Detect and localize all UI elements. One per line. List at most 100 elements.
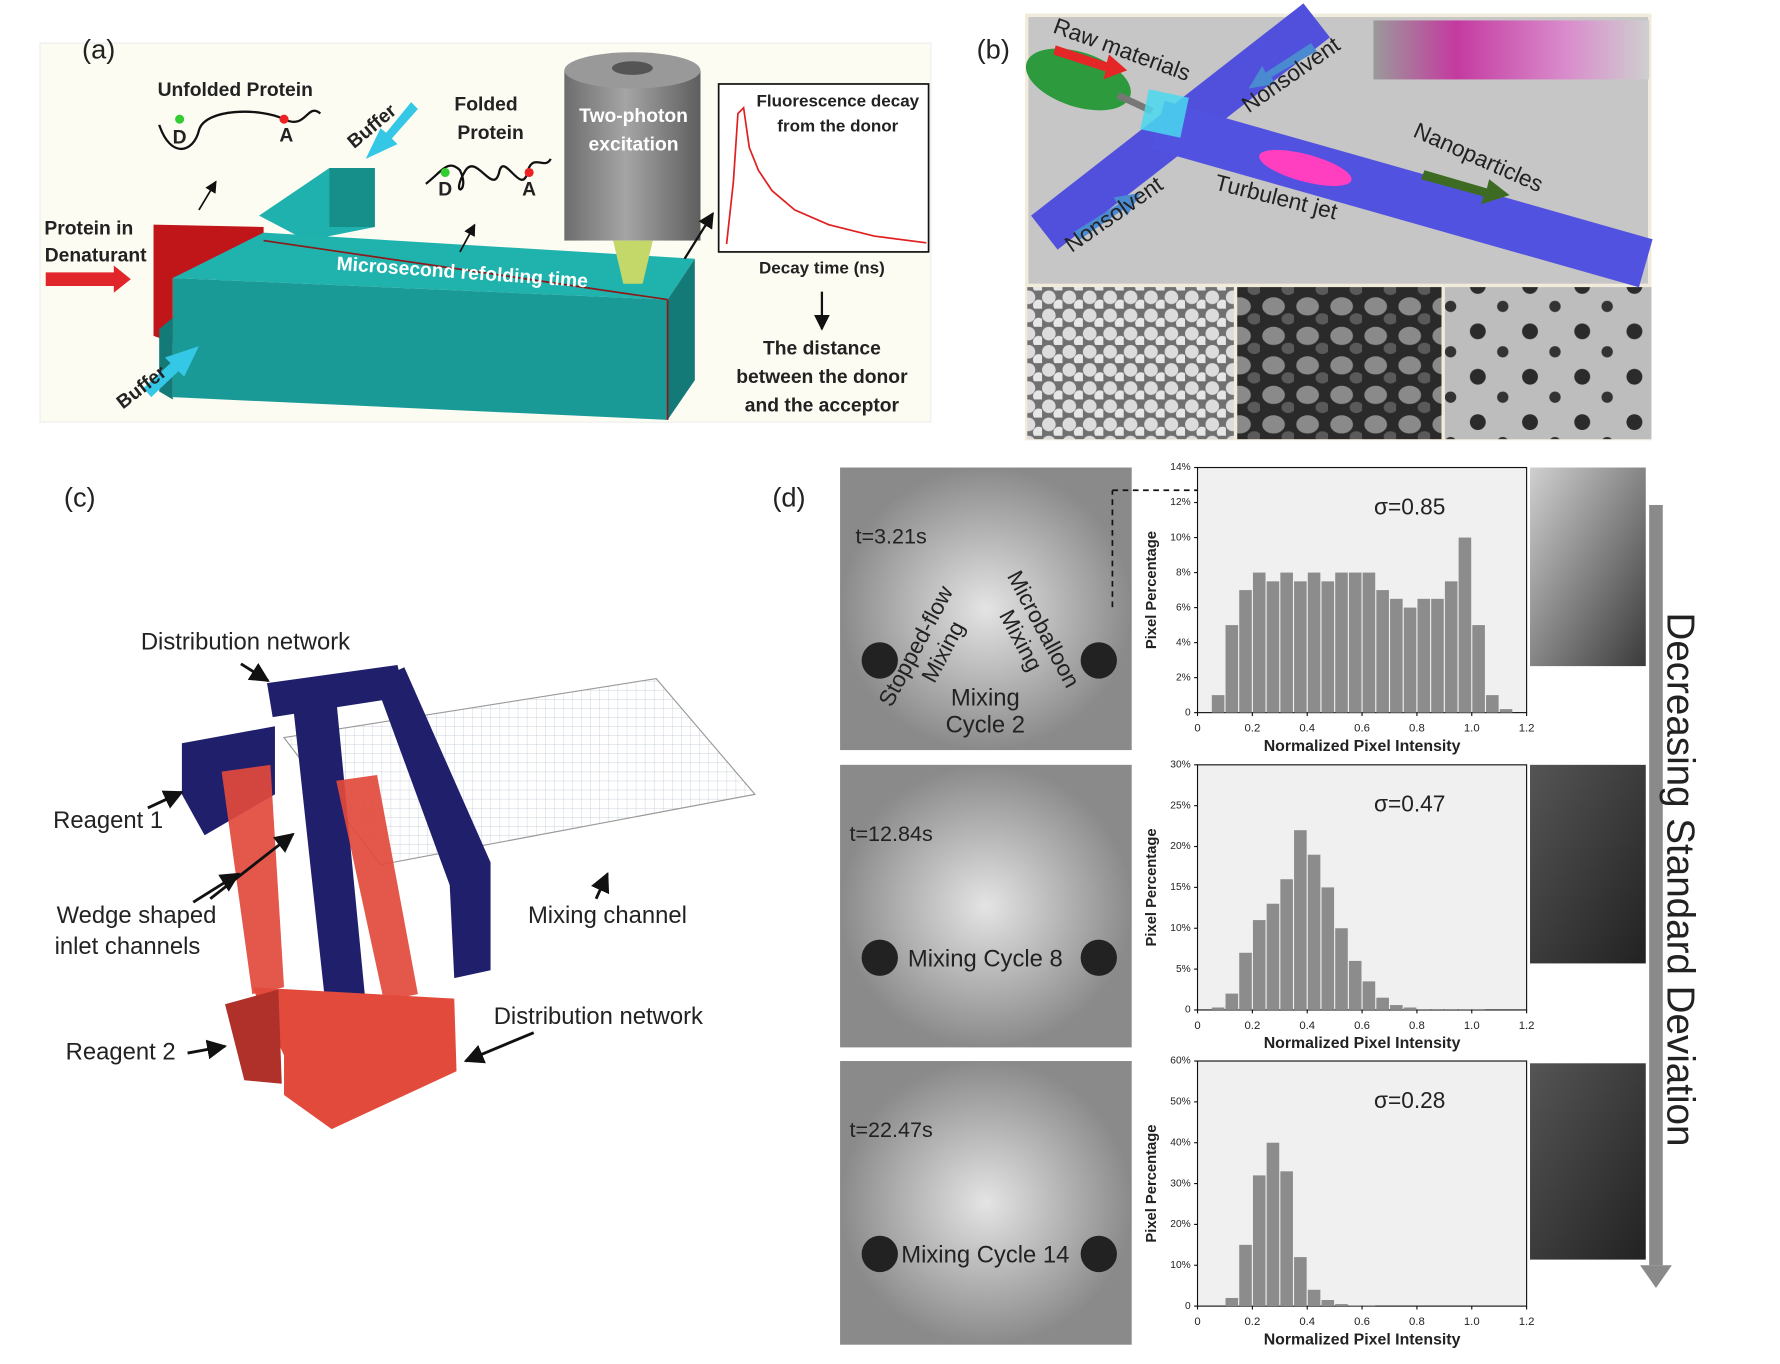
y-tick-label: 14% — [1170, 462, 1190, 473]
detail-image — [1530, 1063, 1646, 1260]
trend-arrow-head — [1640, 1265, 1672, 1288]
donor-dot — [440, 167, 450, 178]
frame-caption: Mixing — [951, 684, 1020, 711]
mixer-photo — [840, 467, 1132, 751]
navy-leg — [374, 667, 491, 979]
bar — [1294, 830, 1307, 1010]
outlet — [861, 1235, 898, 1273]
bar — [1239, 590, 1252, 713]
sigma-label: σ=0.47 — [1374, 791, 1445, 817]
x-tick-label: 0.6 — [1354, 723, 1370, 735]
pointer-arrow — [192, 872, 241, 904]
bar — [1362, 572, 1376, 713]
sem-image — [1027, 287, 1234, 440]
x-tick-label: 0.4 — [1299, 723, 1315, 735]
bar — [1403, 607, 1417, 713]
decay-curve — [725, 105, 927, 245]
y-tick-label: 6% — [1176, 602, 1191, 613]
annotation: Distribution network — [141, 629, 350, 656]
y-tick-label: 10% — [1170, 1260, 1190, 1271]
tem-image — [1237, 287, 1442, 440]
x-tick-label: 0.2 — [1244, 723, 1260, 735]
annotation: D — [173, 128, 187, 149]
pointer-arrow — [198, 180, 217, 211]
bar — [1266, 581, 1280, 713]
pointer-arrow — [240, 662, 270, 683]
mixing-cube — [1140, 89, 1189, 138]
annotation: A — [522, 180, 536, 201]
outlet — [1080, 939, 1117, 976]
annotation: Wedge shaped — [57, 902, 217, 929]
x-tick-label: 1.0 — [1464, 1020, 1480, 1032]
x-tick-label: 0 — [1194, 1316, 1200, 1328]
y-axis-title: Pixel Percentage — [1144, 531, 1160, 649]
unfolded-chain — [158, 109, 322, 151]
arrow — [1421, 170, 1510, 205]
bar — [1348, 1305, 1362, 1307]
pointer-arrow — [147, 790, 184, 810]
bar — [1294, 1257, 1307, 1307]
bar — [1499, 709, 1513, 713]
x-axis-title: Normalized Pixel Intensity — [1264, 1331, 1461, 1348]
objective — [564, 70, 701, 241]
bar — [1239, 952, 1252, 1010]
x-tick-label: 0 — [1194, 1020, 1200, 1032]
sigma-label: σ=0.85 — [1374, 493, 1445, 519]
bar — [1239, 1244, 1252, 1307]
denaturant-block — [153, 224, 264, 343]
annotation: Folded — [454, 95, 517, 116]
y-tick-label: 0 — [1185, 1005, 1191, 1016]
annotation: inlet channels — [55, 933, 201, 960]
buffer-arrow-bottom — [143, 346, 199, 398]
x-tick-label: 0.6 — [1354, 1316, 1370, 1328]
laser-cone — [613, 240, 653, 284]
navy-wedge — [293, 699, 366, 1010]
annotation: Fluorescence decay — [756, 92, 919, 111]
bar — [1472, 1009, 1485, 1010]
bar — [1362, 981, 1376, 1010]
x-axis-title: Normalized Pixel Intensity — [1264, 738, 1461, 755]
annotation: from the donor — [777, 117, 898, 136]
y-tick-label: 20% — [1170, 841, 1190, 852]
panel-c: (c) Distribution network Reagent 1 Wedge… — [53, 481, 757, 1130]
x-tick-label: 0.4 — [1299, 1020, 1315, 1032]
y-tick-label: 15% — [1170, 882, 1190, 893]
bar — [1280, 1171, 1293, 1307]
bar — [1390, 1005, 1403, 1010]
trend-arrow — [1649, 504, 1663, 1266]
bar — [1335, 572, 1348, 713]
y-tick-label: 60% — [1170, 1056, 1190, 1067]
bar — [1431, 598, 1444, 713]
annotation: and the acceptor — [745, 395, 900, 416]
main-tube — [1150, 100, 1653, 288]
annotation: D — [438, 180, 452, 201]
bar — [1307, 1289, 1321, 1307]
panel-label: (b) — [977, 33, 1010, 64]
panel-label: (d) — [772, 481, 805, 512]
bar — [1417, 1009, 1431, 1010]
x-tick-label: 0 — [1194, 723, 1200, 735]
outlet — [1080, 1235, 1117, 1273]
frame-time: t=22.47s — [850, 1117, 933, 1142]
inlet-arrow — [45, 265, 131, 293]
acceptor-dot — [524, 167, 534, 178]
x-tick-label: 1.2 — [1519, 723, 1535, 735]
bar — [1321, 581, 1335, 713]
plot-area — [1196, 764, 1528, 1011]
x-tick-label: 0.4 — [1299, 1316, 1315, 1328]
y-tick-label: 30% — [1170, 1178, 1190, 1189]
bar — [1390, 598, 1403, 713]
x-tick-label: 0.8 — [1409, 1020, 1425, 1032]
y-axis-title: Pixel Percentage — [1144, 828, 1160, 946]
donor-dot — [175, 114, 185, 124]
mixer-photo — [840, 764, 1132, 1048]
y-tick-label: 40% — [1170, 1137, 1190, 1148]
decay-plot — [717, 83, 930, 253]
bar — [1348, 572, 1362, 713]
pointer-arrow — [459, 223, 476, 253]
annotation: Mixing channel — [528, 902, 687, 929]
y-tick-label: 30% — [1170, 760, 1190, 771]
x-tick-label: 0.8 — [1409, 723, 1425, 735]
plot-area — [1196, 1060, 1528, 1307]
